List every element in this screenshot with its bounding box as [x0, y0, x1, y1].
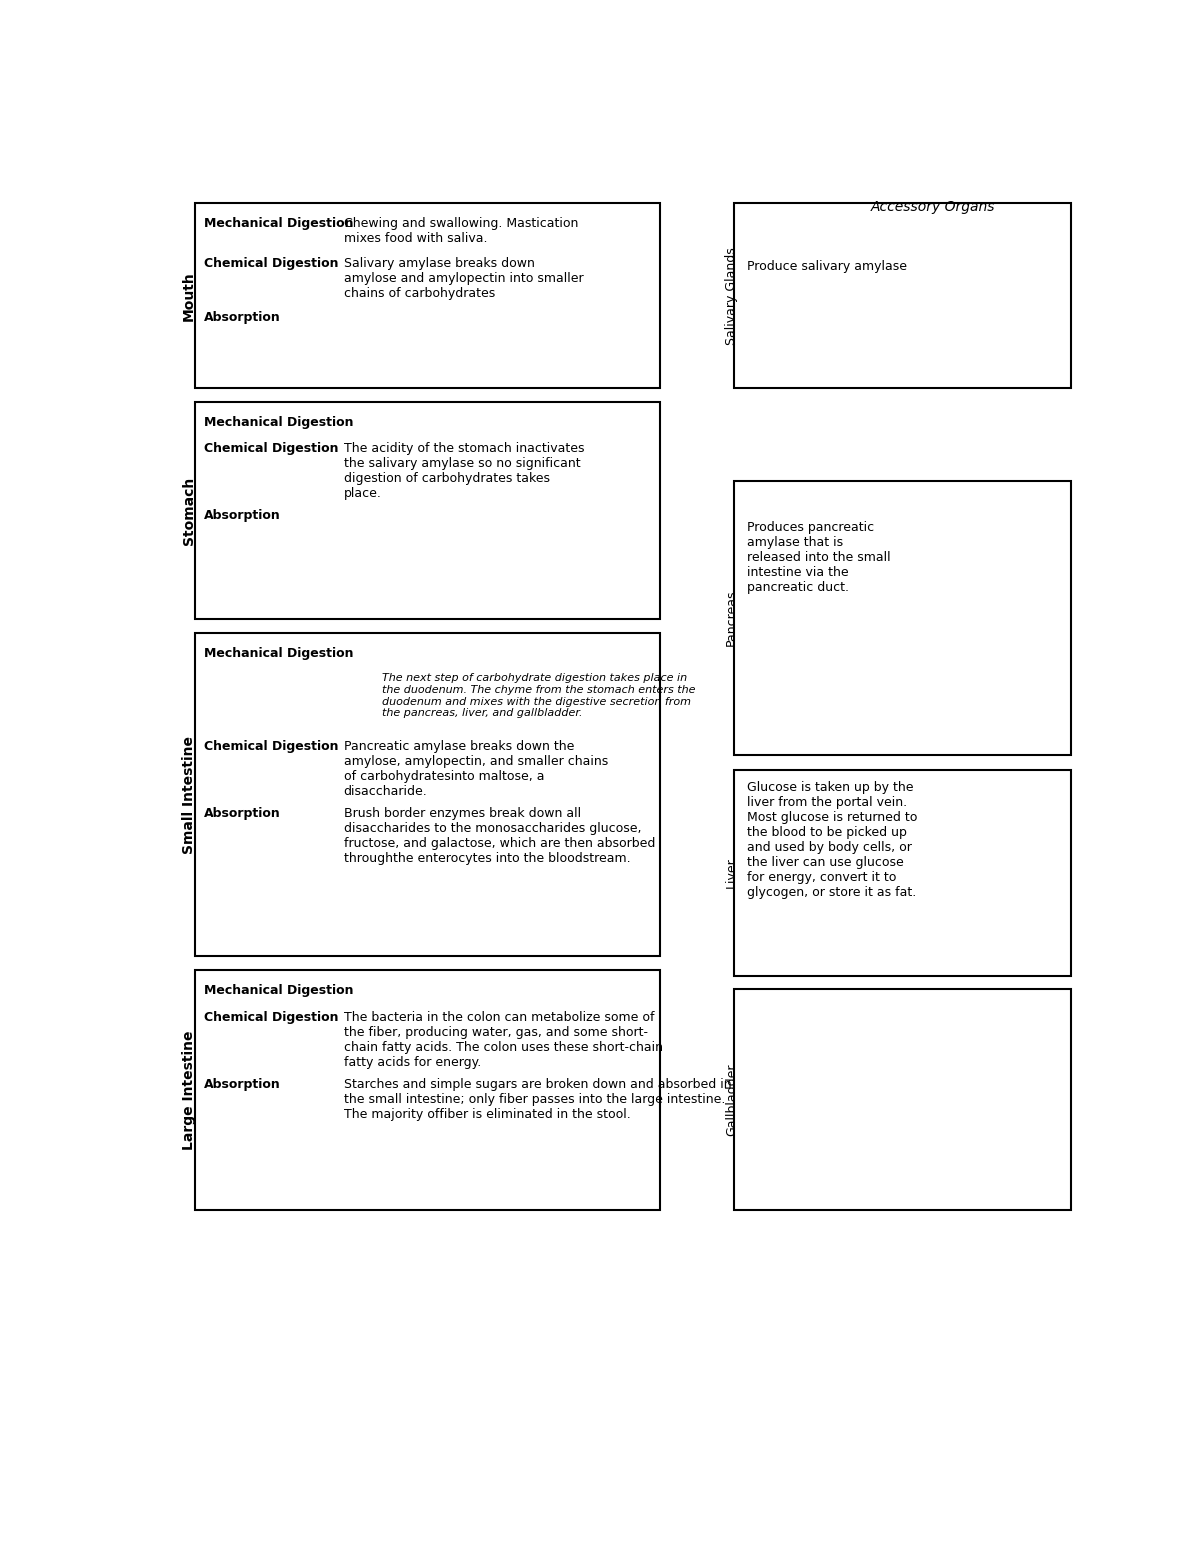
Text: Absorption: Absorption: [204, 808, 281, 820]
Text: Pancreatic amylase breaks down the
amylose, amylopectin, and smaller chains
of c: Pancreatic amylase breaks down the amylo…: [343, 741, 608, 798]
Bar: [194, 402, 660, 620]
Text: Chewing and swallowing. Mastication
mixes food with saliva.: Chewing and swallowing. Mastication mixe…: [343, 217, 578, 245]
Text: Chemical Digestion: Chemical Digestion: [204, 443, 338, 455]
Text: Chemical Digestion: Chemical Digestion: [204, 1011, 338, 1023]
Bar: [194, 634, 660, 957]
Text: Large Intestine: Large Intestine: [181, 1031, 196, 1151]
Text: Accessory Organs: Accessory Organs: [870, 200, 995, 214]
Text: Absorption: Absorption: [204, 311, 281, 323]
Text: Absorption: Absorption: [204, 1078, 281, 1090]
Text: Stomach: Stomach: [181, 477, 196, 545]
Text: Absorption: Absorption: [204, 509, 281, 522]
Text: Brush border enzymes break down all
disaccharides to the monosaccharides glucose: Brush border enzymes break down all disa…: [343, 808, 655, 865]
Text: Gallbladder: Gallbladder: [725, 1064, 738, 1135]
Text: Mechanical Digestion: Mechanical Digestion: [204, 985, 354, 997]
Bar: [733, 770, 1070, 975]
Text: Salivary amylase breaks down
amylose and amylopectin into smaller
chains of carb: Salivary amylase breaks down amylose and…: [343, 258, 583, 300]
Text: The next step of carbohydrate digestion takes place in
the duodenum. The chyme f: The next step of carbohydrate digestion …: [383, 674, 696, 717]
Text: Glucose is taken up by the
liver from the portal vein.
Most glucose is returned : Glucose is taken up by the liver from th…: [746, 781, 917, 899]
Text: The bacteria in the colon can metabolize some of
the fiber, producing water, gas: The bacteria in the colon can metabolize…: [343, 1011, 662, 1068]
Bar: [733, 203, 1070, 388]
Text: Mouth: Mouth: [181, 270, 196, 320]
Bar: [194, 203, 660, 388]
Text: Liver: Liver: [725, 857, 738, 888]
Text: Starches and simple sugars are broken down and absorbed in
the small intestine; : Starches and simple sugars are broken do…: [343, 1078, 731, 1121]
Bar: [194, 971, 660, 1210]
Text: Produce salivary amylase: Produce salivary amylase: [746, 259, 907, 272]
Bar: [733, 480, 1070, 755]
Text: Mechanical Digestion: Mechanical Digestion: [204, 217, 354, 230]
Text: Small Intestine: Small Intestine: [181, 736, 196, 854]
Text: Pancreas: Pancreas: [725, 589, 738, 646]
Text: Chemical Digestion: Chemical Digestion: [204, 741, 338, 753]
Text: Chemical Digestion: Chemical Digestion: [204, 258, 338, 270]
Text: Produces pancreatic
amylase that is
released into the small
intestine via the
pa: Produces pancreatic amylase that is rele…: [746, 522, 890, 595]
Text: Salivary Glands: Salivary Glands: [725, 247, 738, 345]
Text: Mechanical Digestion: Mechanical Digestion: [204, 416, 354, 429]
Text: Mechanical Digestion: Mechanical Digestion: [204, 646, 354, 660]
Bar: [733, 989, 1070, 1210]
Text: The acidity of the stomach inactivates
the salivary amylase so no significant
di: The acidity of the stomach inactivates t…: [343, 443, 584, 500]
